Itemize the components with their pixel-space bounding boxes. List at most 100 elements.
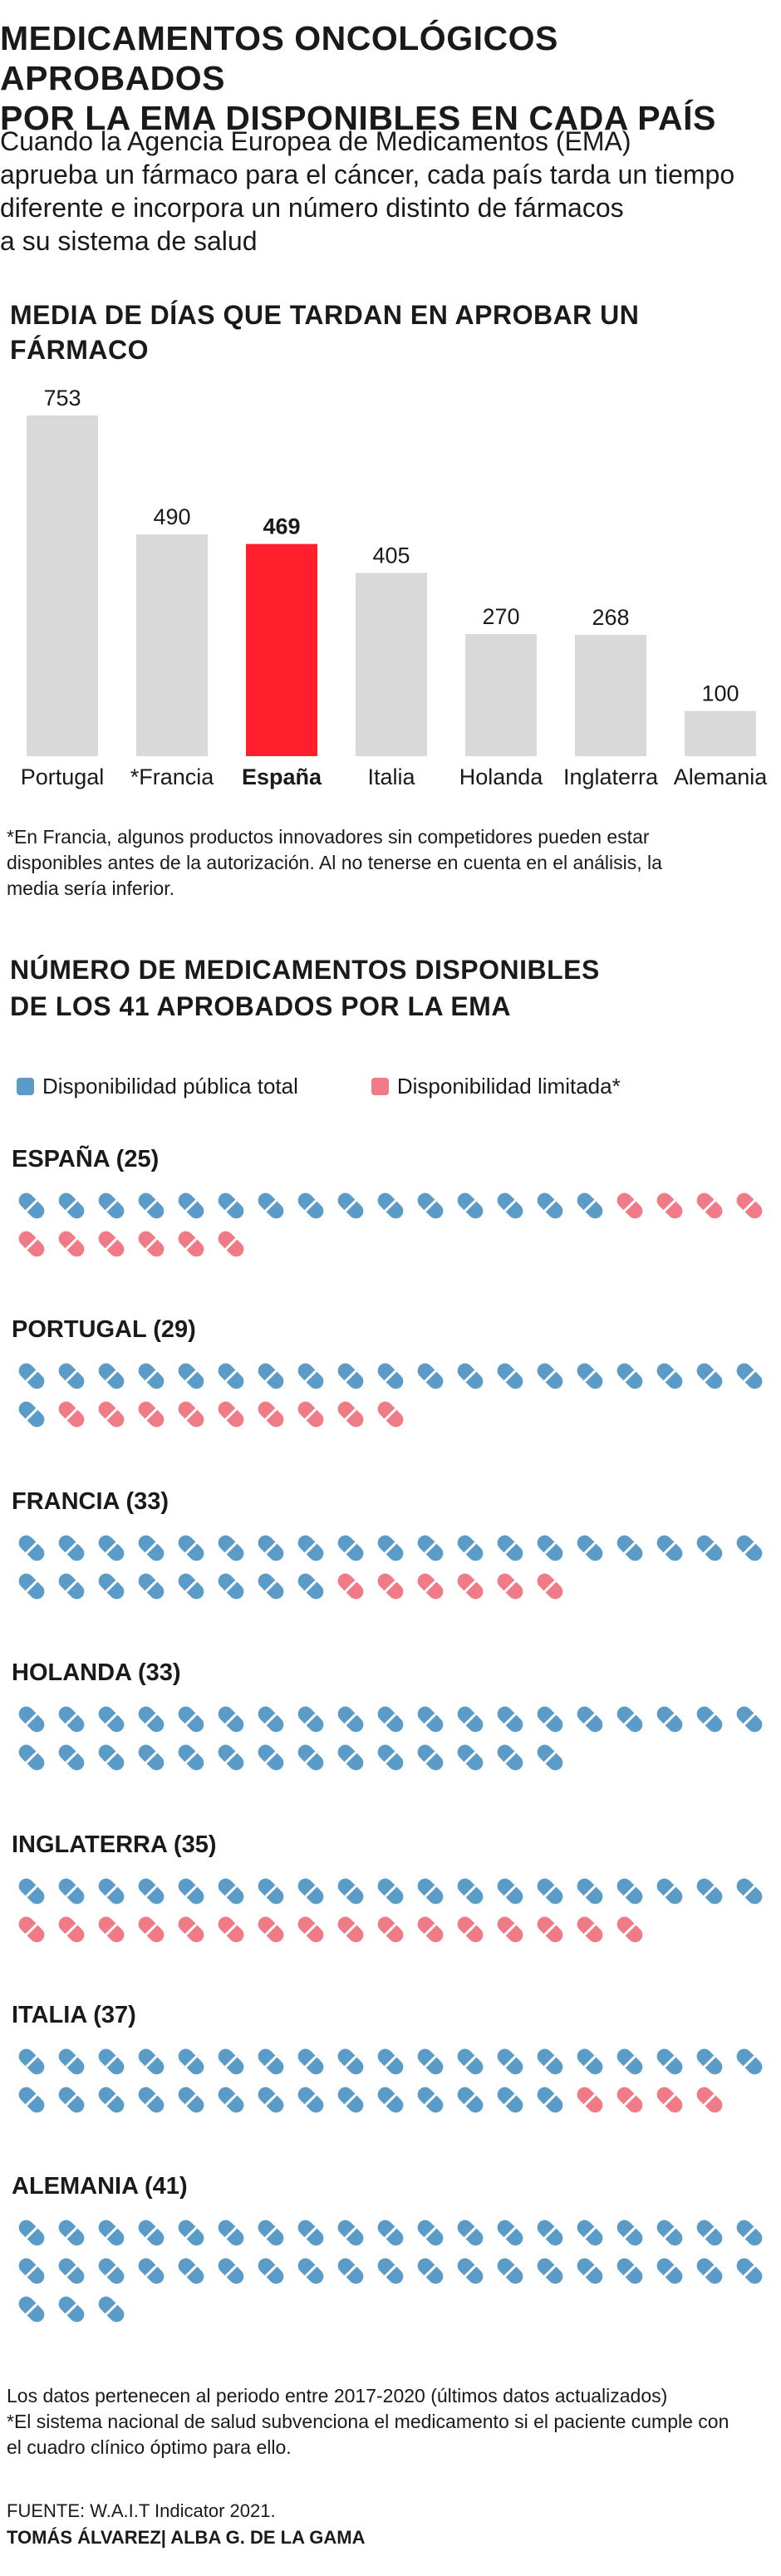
pill-public xyxy=(337,2087,364,2113)
legend-item-public: Disponibilidad pública total xyxy=(17,1074,298,1099)
pill-public xyxy=(537,1744,563,1771)
pill-grid-svg-francia-33 xyxy=(18,1535,763,1600)
pill-limited xyxy=(457,1916,484,1943)
pill-public xyxy=(337,2048,364,2075)
pill-limited xyxy=(577,1916,603,1943)
pill-public xyxy=(18,2296,45,2323)
pill-public xyxy=(577,2258,603,2284)
pill-public xyxy=(577,1363,603,1389)
country-title-francia-33: FRANCIA (33) xyxy=(12,1488,169,1515)
pill-public xyxy=(258,1192,284,1219)
pill-public xyxy=(337,2258,364,2284)
pill-public xyxy=(616,2220,643,2246)
pill-limited xyxy=(218,1916,244,1943)
pill-public xyxy=(218,1744,244,1771)
pill-public xyxy=(377,2048,404,2075)
pill-public xyxy=(497,2087,523,2113)
pill-public xyxy=(98,2220,125,2246)
pill-public xyxy=(337,1535,364,1561)
pill-public xyxy=(138,2258,165,2284)
bar-label-francia: *Francia xyxy=(130,764,215,789)
pill-public xyxy=(178,1192,204,1219)
pill-public xyxy=(417,1535,444,1561)
pill-public xyxy=(537,1706,563,1733)
pill-public xyxy=(18,1573,45,1600)
pill-public xyxy=(497,1878,523,1905)
pill-public xyxy=(497,1706,523,1733)
subtitle-line-1: Cuando la Agencia Europea de Medicamento… xyxy=(0,126,631,156)
pill-limited xyxy=(297,1916,324,1943)
pill-public xyxy=(178,1744,204,1771)
days-bar-chart: 753 Portugal 490 *Francia 469 España 405 Italia… xyxy=(21,386,769,789)
pill-limited xyxy=(98,1401,125,1428)
pill-public xyxy=(18,1706,45,1733)
pill-public xyxy=(497,2258,523,2284)
pill-grid-svg-espana-25 xyxy=(18,1192,763,1257)
legend-label-limited: Disponibilidad limitada* xyxy=(396,1074,621,1099)
subtitle-line-3: diferente e incorpora un número distinto… xyxy=(0,193,624,223)
pill-public xyxy=(417,2258,444,2284)
legend-swatch-limited xyxy=(371,1078,389,1095)
pill-public xyxy=(18,2048,45,2075)
bar-holanda xyxy=(465,633,537,756)
pill-public xyxy=(457,1363,484,1389)
pill-public xyxy=(297,1363,324,1389)
pill-public xyxy=(377,1706,404,1733)
bar-label-portugal: Portugal xyxy=(21,764,105,789)
pill-public xyxy=(736,1363,763,1389)
pill-public xyxy=(18,1192,45,1219)
pill-public xyxy=(138,1878,165,1905)
subsidy-note-line-1: *El sistema nacional de salud subvencion… xyxy=(7,2411,729,2432)
pill-public xyxy=(696,1706,723,1733)
title-line-1: MEDICAMENTOS ONCOLÓGICOS APROBADOS xyxy=(0,19,558,97)
pill-limited xyxy=(18,1231,45,1257)
pill-public xyxy=(297,1878,324,1905)
bar-portugal xyxy=(27,415,98,756)
pill-limited xyxy=(58,1231,85,1257)
pill-limited xyxy=(656,2087,683,2113)
pill-grid-svg-alemania-41 xyxy=(18,2220,763,2323)
pill-public xyxy=(98,1878,125,1905)
pill-limited xyxy=(736,1192,763,1219)
pill-limited xyxy=(138,1231,165,1257)
pill-public xyxy=(616,1535,643,1561)
pill-public xyxy=(457,1535,484,1561)
pill-limited xyxy=(258,1401,284,1428)
pill-public xyxy=(417,1744,444,1771)
page-subtitle: Cuando la Agencia Europea de Medicamento… xyxy=(0,125,748,258)
bar-francia xyxy=(136,534,208,756)
pill-public xyxy=(178,1535,204,1561)
pill-limited xyxy=(218,1401,244,1428)
pill-public xyxy=(377,1878,404,1905)
pill-public xyxy=(138,1363,165,1389)
pill-public xyxy=(577,2220,603,2246)
pill-public xyxy=(297,1744,324,1771)
country-title-portugal-29: PORTUGAL (29) xyxy=(12,1316,196,1343)
pill-limited xyxy=(616,1192,643,1219)
pill-limited xyxy=(377,1401,404,1428)
bar-value-alemania: 100 xyxy=(701,681,739,706)
pill-public xyxy=(417,2087,444,2113)
pill-public xyxy=(696,2048,723,2075)
pill-public xyxy=(98,1535,125,1561)
bar-espana xyxy=(246,543,317,756)
pill-public xyxy=(337,1878,364,1905)
pill-grid-francia-33 xyxy=(17,1533,774,1610)
pill-public xyxy=(377,1192,404,1219)
pill-limited xyxy=(537,1573,563,1600)
pill-public xyxy=(18,2220,45,2246)
bar-value-inglaterra: 268 xyxy=(592,605,629,630)
pill-grid-portugal-29 xyxy=(17,1361,774,1438)
pill-public xyxy=(616,1363,643,1389)
pill-public xyxy=(537,1535,563,1561)
pill-public xyxy=(178,1573,204,1600)
pill-public xyxy=(258,2258,284,2284)
pill-public xyxy=(98,1744,125,1771)
pill-public xyxy=(337,1363,364,1389)
pill-public xyxy=(377,1535,404,1561)
pill-public xyxy=(258,1573,284,1600)
pill-public xyxy=(337,2220,364,2246)
france-footnote-line-2: disponibles antes de la autorización. Al… xyxy=(7,852,662,873)
pill-public xyxy=(58,1878,85,1905)
pill-grid-alemania-41 xyxy=(17,2218,774,2333)
